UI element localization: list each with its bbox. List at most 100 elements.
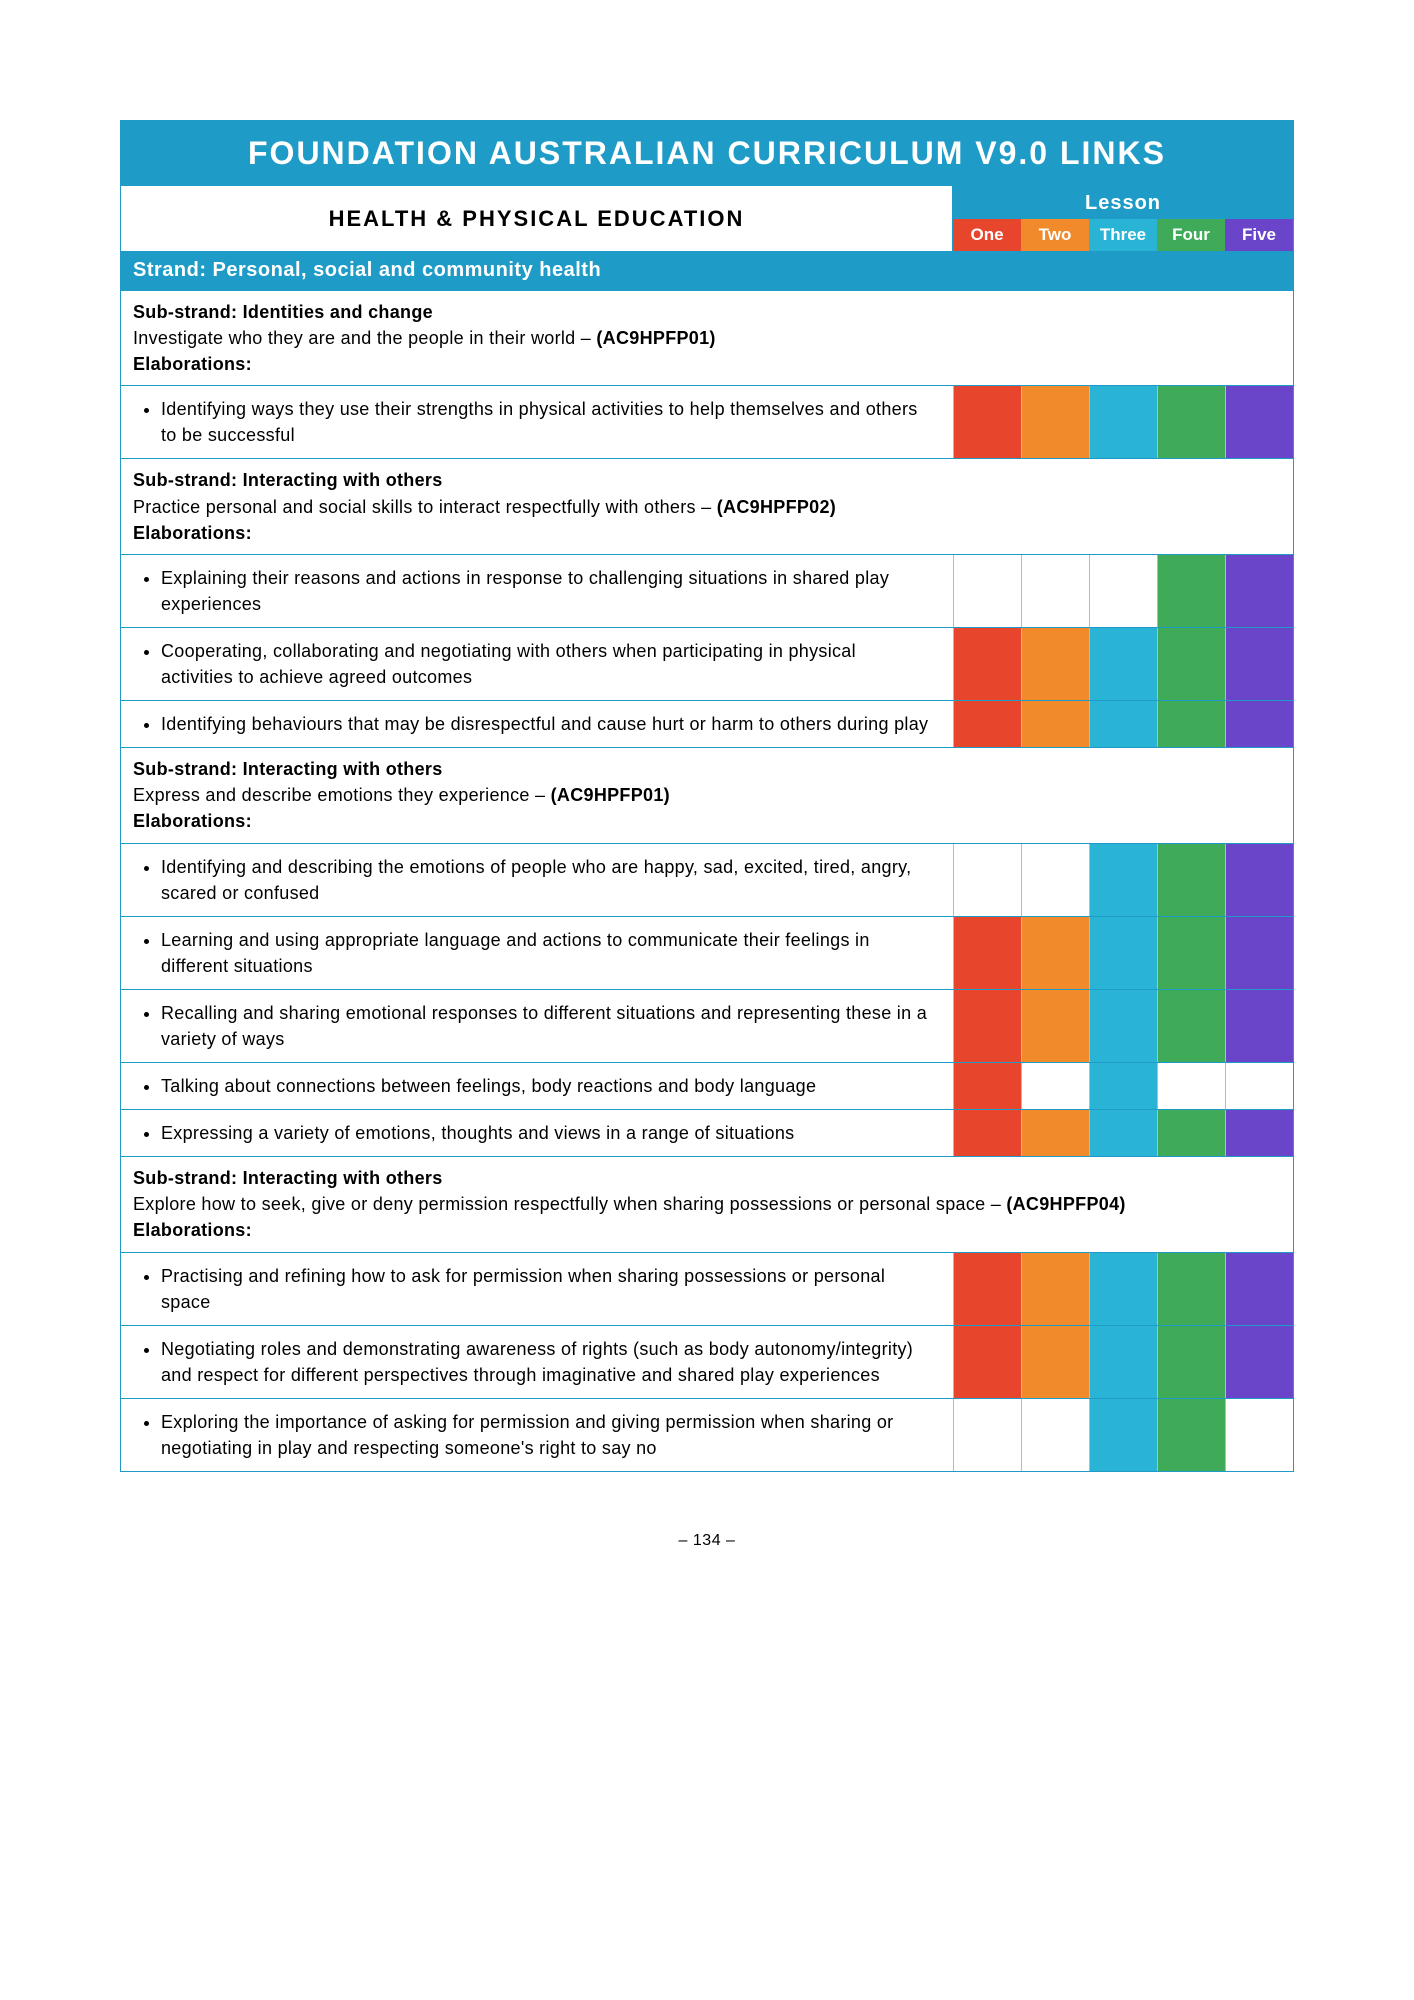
lesson-cell-four bbox=[1157, 1253, 1225, 1325]
lesson-cell-three bbox=[1089, 1110, 1157, 1156]
substrand-header: Sub-strand: Interacting with othersPract… bbox=[121, 458, 1293, 553]
lesson-cell-three bbox=[1089, 917, 1157, 989]
lesson-cell-four bbox=[1157, 1399, 1225, 1471]
substrand-header: Sub-strand: Identities and changeInvesti… bbox=[121, 290, 1293, 385]
elaborations-label: Elaborations: bbox=[133, 520, 1281, 546]
lesson-cell-three bbox=[1089, 990, 1157, 1062]
lesson-cell-four bbox=[1157, 917, 1225, 989]
lesson-cell-two bbox=[1021, 990, 1089, 1062]
elaboration-text: Expressing a variety of emotions, though… bbox=[121, 1110, 953, 1156]
lesson-header-three: Three bbox=[1089, 219, 1157, 251]
lesson-cell-five bbox=[1225, 844, 1293, 916]
lesson-cell-one bbox=[953, 1063, 1021, 1109]
lesson-cell-three bbox=[1089, 1253, 1157, 1325]
subject-heading: HEALTH & PHYSICAL EDUCATION bbox=[121, 186, 953, 251]
elaboration-text: Identifying and describing the emotions … bbox=[121, 844, 953, 916]
substrand-title: Sub-strand: Interacting with others bbox=[133, 756, 1281, 782]
lesson-cell-five bbox=[1225, 1253, 1293, 1325]
substrand-code: (AC9HPFP01) bbox=[551, 785, 670, 805]
lesson-cell-five bbox=[1225, 1399, 1293, 1471]
lesson-cell-one bbox=[953, 1399, 1021, 1471]
lesson-cell-five bbox=[1225, 990, 1293, 1062]
curriculum-table: FOUNDATION AUSTRALIAN CURRICULUM V9.0 LI… bbox=[120, 120, 1294, 1472]
lesson-cell-five bbox=[1225, 701, 1293, 747]
elaboration-text: Learning and using appropriate language … bbox=[121, 917, 953, 989]
elaboration-row: Identifying and describing the emotions … bbox=[121, 843, 1293, 916]
lesson-cell-two bbox=[1021, 628, 1089, 700]
lesson-cell-one bbox=[953, 386, 1021, 458]
lesson-cell-one bbox=[953, 1110, 1021, 1156]
lesson-cell-two bbox=[1021, 701, 1089, 747]
lesson-cells bbox=[953, 701, 1293, 747]
lesson-cell-one bbox=[953, 990, 1021, 1062]
lesson-cell-five bbox=[1225, 628, 1293, 700]
elaboration-row: Expressing a variety of emotions, though… bbox=[121, 1109, 1293, 1156]
lesson-label: Lesson bbox=[953, 186, 1293, 219]
elaboration-text: Cooperating, collaborating and negotiati… bbox=[121, 628, 953, 700]
lesson-cell-three bbox=[1089, 1326, 1157, 1398]
elaboration-text: Negotiating roles and demonstrating awar… bbox=[121, 1326, 953, 1398]
substrand-header: Sub-strand: Interacting with othersExpre… bbox=[121, 747, 1293, 842]
lesson-cell-three bbox=[1089, 844, 1157, 916]
lesson-cells bbox=[953, 844, 1293, 916]
lesson-header-five: Five bbox=[1225, 219, 1293, 251]
elaboration-text: Recalling and sharing emotional response… bbox=[121, 990, 953, 1062]
lesson-cells bbox=[953, 628, 1293, 700]
lesson-cell-two bbox=[1021, 1110, 1089, 1156]
elaborations-label: Elaborations: bbox=[133, 1217, 1281, 1243]
elaboration-row: Recalling and sharing emotional response… bbox=[121, 989, 1293, 1062]
lesson-cell-two bbox=[1021, 917, 1089, 989]
elaboration-row: Explaining their reasons and actions in … bbox=[121, 554, 1293, 627]
lesson-cell-four bbox=[1157, 1063, 1225, 1109]
lesson-cell-two bbox=[1021, 386, 1089, 458]
lesson-cell-five bbox=[1225, 555, 1293, 627]
substrand-title: Sub-strand: Interacting with others bbox=[133, 1165, 1281, 1191]
substrand-desc: Practice personal and social skills to i… bbox=[133, 494, 1281, 520]
substrand-code: (AC9HPFP04) bbox=[1006, 1194, 1125, 1214]
lesson-cell-five bbox=[1225, 1063, 1293, 1109]
substrand-desc: Explore how to seek, give or deny permis… bbox=[133, 1191, 1281, 1217]
lesson-cells bbox=[953, 1110, 1293, 1156]
lesson-cells bbox=[953, 1253, 1293, 1325]
lesson-cell-two bbox=[1021, 1063, 1089, 1109]
lesson-cell-one bbox=[953, 917, 1021, 989]
lesson-cells bbox=[953, 1326, 1293, 1398]
elaboration-row: Cooperating, collaborating and negotiati… bbox=[121, 627, 1293, 700]
strand-row: Strand: Personal, social and community h… bbox=[121, 251, 1293, 290]
lesson-cell-two bbox=[1021, 844, 1089, 916]
elaboration-row: Negotiating roles and demonstrating awar… bbox=[121, 1325, 1293, 1398]
elaboration-text: Identifying ways they use their strength… bbox=[121, 386, 953, 458]
substrand-desc: Investigate who they are and the people … bbox=[133, 325, 1281, 351]
lesson-cell-three bbox=[1089, 701, 1157, 747]
page-number: – 134 – bbox=[120, 1532, 1294, 1550]
lesson-cell-two bbox=[1021, 555, 1089, 627]
lesson-cell-five bbox=[1225, 386, 1293, 458]
lesson-cell-two bbox=[1021, 1399, 1089, 1471]
lesson-cell-four bbox=[1157, 386, 1225, 458]
elaboration-row: Identifying behaviours that may be disre… bbox=[121, 700, 1293, 747]
lesson-cell-one bbox=[953, 701, 1021, 747]
lesson-cell-four bbox=[1157, 990, 1225, 1062]
substrand-header: Sub-strand: Interacting with othersExplo… bbox=[121, 1156, 1293, 1251]
lesson-cell-five bbox=[1225, 1326, 1293, 1398]
lesson-cell-four bbox=[1157, 628, 1225, 700]
lesson-cell-three bbox=[1089, 386, 1157, 458]
lesson-cell-five bbox=[1225, 1110, 1293, 1156]
elaboration-text: Explaining their reasons and actions in … bbox=[121, 555, 953, 627]
lesson-cell-five bbox=[1225, 917, 1293, 989]
header-row: HEALTH & PHYSICAL EDUCATION Lesson OneTw… bbox=[121, 186, 1293, 251]
lesson-cells bbox=[953, 917, 1293, 989]
lesson-header-two: Two bbox=[1021, 219, 1089, 251]
lesson-header-one: One bbox=[953, 219, 1021, 251]
lesson-columns: OneTwoThreeFourFive bbox=[953, 219, 1293, 251]
main-title: FOUNDATION AUSTRALIAN CURRICULUM V9.0 LI… bbox=[121, 121, 1293, 186]
elaboration-text: Exploring the importance of asking for p… bbox=[121, 1399, 953, 1471]
elaborations-label: Elaborations: bbox=[133, 351, 1281, 377]
lesson-cells bbox=[953, 386, 1293, 458]
lesson-cells bbox=[953, 555, 1293, 627]
lesson-cell-three bbox=[1089, 1399, 1157, 1471]
elaboration-row: Learning and using appropriate language … bbox=[121, 916, 1293, 989]
elaboration-row: Practising and refining how to ask for p… bbox=[121, 1252, 1293, 1325]
lesson-cells bbox=[953, 1399, 1293, 1471]
lesson-cell-four bbox=[1157, 701, 1225, 747]
